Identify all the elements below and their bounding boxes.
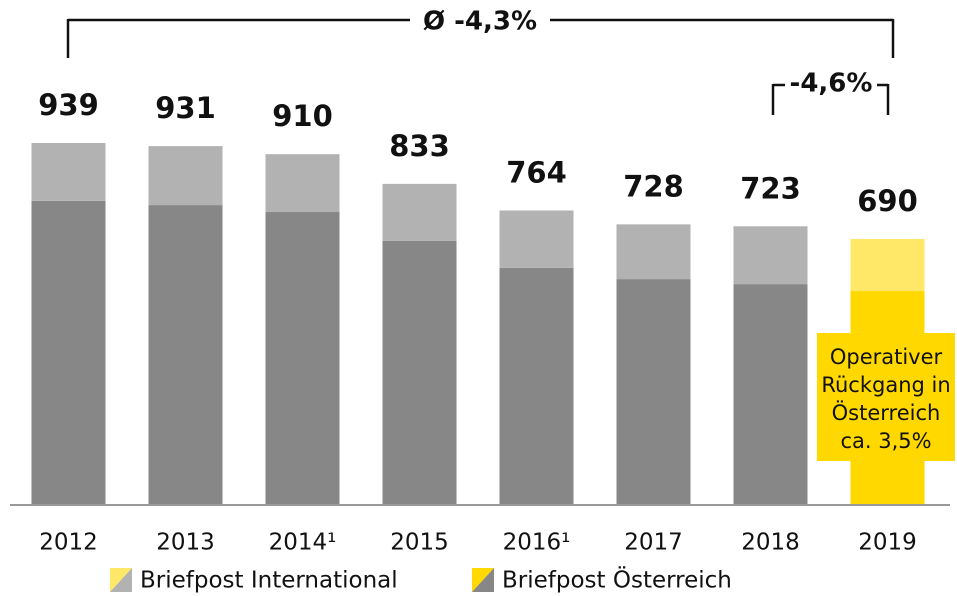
annotation-text: Operativer bbox=[830, 345, 943, 369]
legend-swatch bbox=[110, 568, 132, 592]
total-label: 833 bbox=[389, 129, 450, 163]
legend-swatch bbox=[472, 568, 494, 592]
total-label: 723 bbox=[740, 171, 801, 205]
annotation-text: ca. 3,5% bbox=[840, 429, 931, 453]
bar-segment bbox=[148, 146, 223, 206]
x-tick-label: 2013 bbox=[156, 530, 215, 556]
bar-segment bbox=[31, 143, 106, 201]
label-bg bbox=[410, 2, 550, 38]
bar-segment bbox=[382, 183, 457, 241]
annotation-text: Rückgang in bbox=[821, 373, 950, 397]
total-label: 931 bbox=[155, 91, 216, 125]
x-tick-label: 2018 bbox=[741, 530, 800, 556]
x-tick-label: 2019 bbox=[858, 530, 917, 556]
bar-segment bbox=[31, 200, 106, 505]
bar-segment bbox=[148, 205, 223, 505]
bar-segment bbox=[733, 226, 808, 285]
last-change: -4,6% bbox=[790, 69, 873, 99]
annotation-box bbox=[817, 333, 955, 461]
label-bg bbox=[785, 68, 877, 102]
x-tick-label: 2015 bbox=[390, 530, 449, 556]
total-label: 939 bbox=[38, 88, 99, 122]
x-tick-label: 2016¹ bbox=[503, 530, 571, 556]
bar-segment bbox=[616, 279, 691, 505]
bar-segment bbox=[265, 212, 340, 505]
annotation-text: Österreich bbox=[832, 400, 941, 425]
legend-label: Briefpost International bbox=[140, 568, 398, 594]
overall-change: Ø -4,3% bbox=[423, 7, 537, 37]
x-tick-label: 2012 bbox=[39, 530, 98, 556]
bar-segment bbox=[265, 154, 340, 213]
bar-segment bbox=[850, 239, 925, 292]
x-tick-label: 2014¹ bbox=[269, 530, 337, 556]
total-label: 690 bbox=[857, 184, 918, 218]
total-label: 764 bbox=[506, 155, 567, 189]
total-label: 910 bbox=[272, 99, 333, 133]
x-tick-label: 2017 bbox=[624, 530, 683, 556]
bar-segment bbox=[499, 210, 574, 268]
legend-label: Briefpost Österreich bbox=[502, 566, 732, 594]
total-label: 728 bbox=[623, 169, 684, 203]
bar-segment bbox=[616, 224, 691, 280]
bar-segment bbox=[733, 284, 808, 505]
bar-segment bbox=[499, 267, 574, 505]
bar-segment bbox=[382, 240, 457, 505]
